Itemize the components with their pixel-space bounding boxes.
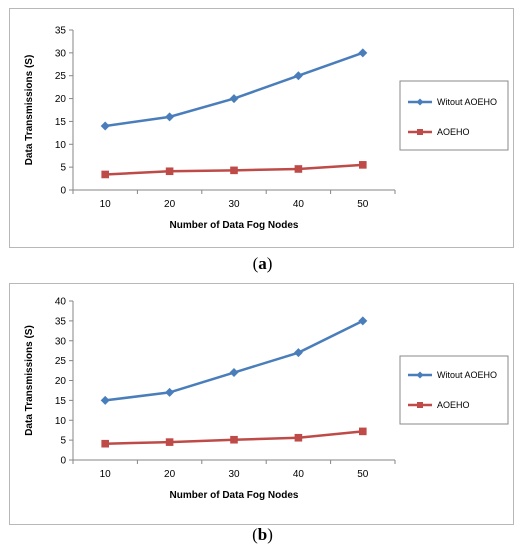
chart0-x-tick-label: 10 xyxy=(100,199,112,210)
chart1-y-tick-label: 30 xyxy=(55,336,67,347)
chart-panel-a: 0 5 10 15 20 25 30 35 10 20 30 40 50 Number of Data F… xyxy=(9,8,514,248)
chart1-point-square xyxy=(165,438,174,446)
line-chart-b: 0 5 10 15 20 25 30 35 40 10 20 30 40 50 Number of Data… xyxy=(24,297,509,501)
chart1-legend-label-1: AOEHO xyxy=(437,400,470,410)
chart0-point-diamond xyxy=(165,112,175,122)
chart0-x-tick-label: 20 xyxy=(164,199,176,210)
chart-panel-b: 0 5 10 15 20 25 30 35 40 10 20 30 40 50 Number of Data… xyxy=(9,283,514,525)
chart0-point-square xyxy=(165,167,174,176)
chart0-point-square xyxy=(294,165,303,173)
chart1-y-tick-label: 15 xyxy=(55,396,67,407)
chart1-series-line-0 xyxy=(105,319,364,402)
chart0-x-tick-label: 50 xyxy=(357,199,369,210)
chart1-legend-label-0: Witout AOEHO xyxy=(437,370,497,380)
chart1-legend-marker-square xyxy=(417,402,423,408)
chart1-point-square xyxy=(294,433,303,442)
caption-b: (b) xyxy=(252,525,273,544)
chart1-point-diamond xyxy=(358,316,368,326)
chart1-point-diamond xyxy=(293,348,303,358)
chart1-x-tick-label: 30 xyxy=(228,469,240,480)
chart0-y-tick-label: 0 xyxy=(60,186,66,197)
caption-a: (a) xyxy=(252,254,273,273)
chart0-y-tick-label: 30 xyxy=(55,48,67,59)
chart1-point-diamond xyxy=(229,368,239,378)
chart0-legend xyxy=(399,80,509,151)
line-chart-a: 0 5 10 15 20 25 30 35 10 20 30 40 50 Number of Data F… xyxy=(24,26,509,231)
chart0-point-square xyxy=(359,161,367,169)
chart1-x-tick-label: 20 xyxy=(164,469,176,480)
chart0-point-diamond xyxy=(358,48,368,58)
caption-b-label: b xyxy=(257,525,268,544)
chart0-y-tick-label: 25 xyxy=(55,71,67,82)
chart1-x-axis-title: Number of Data Fog Nodes xyxy=(170,490,299,501)
chart1-point-square xyxy=(230,435,238,444)
chart1-y-tick-label: 25 xyxy=(55,356,67,367)
chart0-x-axis-title: Number of Data Fog Nodes xyxy=(170,220,299,231)
chart1-y-axis-title: Data Transmissions (S) xyxy=(24,325,35,436)
chart0-point-square xyxy=(230,166,238,175)
chart0-legend-marker-square xyxy=(417,129,423,135)
chart0-y-tick-label: 10 xyxy=(55,140,67,151)
chart0-x-tick-label: 40 xyxy=(293,199,305,210)
chart1-legend-marker-diamond xyxy=(416,371,424,379)
chart0-series-line-0 xyxy=(105,51,364,128)
chart1-y-tick-label: 20 xyxy=(55,376,67,387)
chart1-x-tick-label: 40 xyxy=(293,469,305,480)
chart1-point-diamond xyxy=(165,387,175,397)
chart1-x-tick-label: 50 xyxy=(357,469,369,480)
chart0-y-tick-label: 20 xyxy=(55,94,67,105)
chart0-y-tick-label: 15 xyxy=(55,117,67,128)
chart0-point-diamond xyxy=(100,121,110,131)
chart0-x-tick-label: 30 xyxy=(228,199,240,210)
chart1-y-tick-label: 5 xyxy=(60,436,66,447)
chart1-y-tick-label: 10 xyxy=(55,416,67,427)
chart0-legend-label-0: Witout AOEHO xyxy=(437,97,497,107)
chart1-y-tick-label: 40 xyxy=(55,297,67,308)
chart1-point-square xyxy=(101,439,109,448)
chart1-legend xyxy=(399,355,509,425)
chart1-y-tick-label: 0 xyxy=(60,456,66,467)
chart0-point-square xyxy=(101,170,109,179)
chart0-point-diamond xyxy=(293,71,303,81)
chart0-legend-marker-diamond xyxy=(416,98,424,106)
chart1-point-diamond xyxy=(100,395,110,405)
chart0-point-diamond xyxy=(229,94,239,104)
chart0-y-axis-title: Data Transmissions (S) xyxy=(24,55,35,166)
chart0-y-tick-label: 5 xyxy=(60,163,66,174)
chart1-y-tick-label: 35 xyxy=(55,316,67,327)
chart1-x-tick-label: 10 xyxy=(100,469,112,480)
chart1-point-square xyxy=(359,427,367,436)
chart0-legend-label-1: AOEHO xyxy=(437,127,470,137)
caption-a-label: a xyxy=(258,254,267,273)
chart0-y-tick-label: 35 xyxy=(55,26,67,37)
